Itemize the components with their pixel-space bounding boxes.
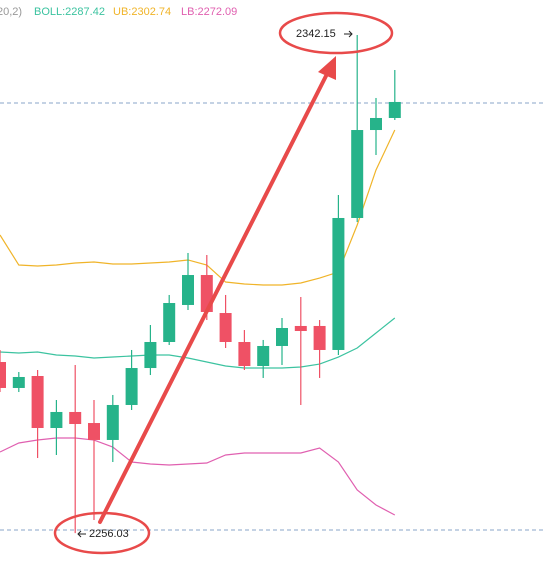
candle-body <box>31 376 44 428</box>
legend-entry: BOLL:2287.42 <box>34 6 105 18</box>
candle-body <box>370 117 382 131</box>
candle-body <box>313 325 326 350</box>
candle-body <box>182 275 194 305</box>
candle-body <box>69 411 82 425</box>
legend-entry: UB:2302.74 <box>113 6 171 18</box>
candle-body <box>106 404 119 440</box>
candle-body <box>125 368 138 405</box>
candle-body <box>238 341 251 366</box>
candle-body <box>163 303 176 342</box>
arrow-icon <box>77 530 86 538</box>
candle-body <box>144 341 157 369</box>
arrow-icon <box>344 30 353 38</box>
arrow <box>98 70 330 524</box>
candle-body <box>219 313 232 342</box>
indicator-params: 20,2) <box>0 6 22 18</box>
highlight-ellipse <box>278 11 394 55</box>
candle-body <box>351 130 364 218</box>
candle-body <box>50 411 63 428</box>
candle-body <box>88 423 100 440</box>
candle-body <box>388 101 401 118</box>
high-label: 2342.15 <box>296 28 336 40</box>
legend-entry: LB:2272.09 <box>181 6 237 18</box>
candle-body <box>294 325 307 332</box>
candle-body <box>276 327 288 346</box>
boll-line <box>0 317 396 369</box>
highlight-ellipse <box>53 511 151 555</box>
boll-line <box>0 129 396 286</box>
plot <box>0 34 401 534</box>
candle-body <box>257 345 270 366</box>
arrow-head <box>318 56 336 80</box>
candle-body <box>332 217 345 350</box>
candle-body <box>12 376 25 388</box>
candle-body <box>0 362 6 388</box>
boll-line <box>0 437 396 516</box>
low-label: 2256.03 <box>89 528 129 540</box>
